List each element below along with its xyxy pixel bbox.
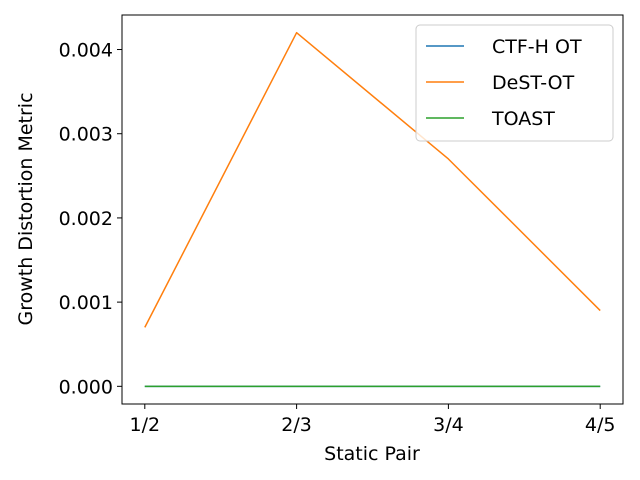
plot-frame xyxy=(121,14,624,405)
plot-area xyxy=(144,31,601,388)
y-tick-label: 0.000 xyxy=(59,376,113,398)
y-tick-label: 0.003 xyxy=(59,124,113,146)
legend-label: TOAST xyxy=(491,108,555,130)
y-axis-label: Growth Distortion Metric xyxy=(15,92,37,325)
legend-box xyxy=(415,24,614,142)
x-tick-label: 3/4 xyxy=(433,414,464,436)
x-axis-label: Static Pair xyxy=(324,443,420,465)
x-tick-label: 4/5 xyxy=(585,414,616,436)
y-tick-label: 0.004 xyxy=(59,40,113,62)
legend: CTF-H OT DeST-OT TOAST xyxy=(415,24,614,142)
y-axis: 0.000 0.001 0.002 0.003 0.004 xyxy=(59,40,122,398)
series-line-1 xyxy=(144,31,601,328)
y-tick-label: 0.001 xyxy=(59,292,113,314)
y-tick-label: 0.002 xyxy=(59,208,113,230)
x-tick-label: 2/3 xyxy=(281,414,312,436)
x-axis: 1/2 2/3 3/4 4/5 xyxy=(130,404,616,436)
legend-label: CTF-H OT xyxy=(492,36,582,58)
x-tick-label: 1/2 xyxy=(130,414,161,436)
legend-label: DeST-OT xyxy=(492,72,575,94)
